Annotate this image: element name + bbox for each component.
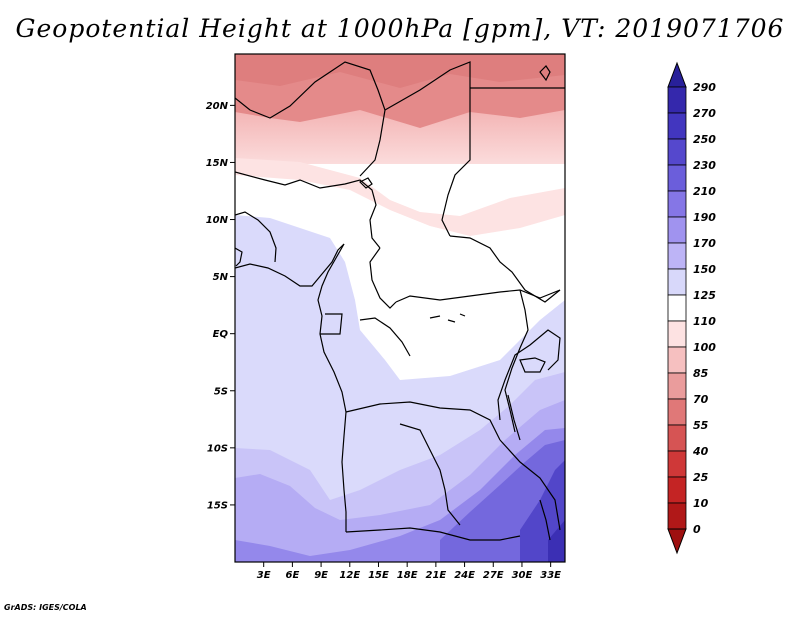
- lat-tick-label: 10S: [207, 443, 228, 454]
- colorbar-swatch: [667, 268, 687, 296]
- lat-tick-label: EQ: [213, 329, 229, 340]
- lon-tick-label: 24E: [454, 570, 475, 581]
- lat-tick-label: 10N: [206, 215, 229, 226]
- lon-tick-label: 9E: [314, 570, 328, 581]
- border-namibia-angola: [345, 527, 521, 541]
- lat-tick-label: 15S: [207, 500, 228, 511]
- lon-tick-label: 6E: [285, 570, 299, 581]
- coastlines-and-borders: [235, 61, 565, 541]
- border-sudan-south: [449, 235, 561, 303]
- colorbar-label: 150: [693, 263, 716, 276]
- border-algeria-niger: [235, 61, 386, 177]
- lakes-great-rift: [497, 329, 561, 421]
- colorbar-swatch: [667, 216, 687, 244]
- lon-tick-label: 18E: [397, 570, 418, 581]
- colorbar-label: 210: [693, 185, 716, 198]
- colorbar-label: 85: [693, 367, 709, 380]
- lake-victoria: [519, 357, 546, 373]
- contour-band-55: [235, 54, 565, 88]
- lon-tick-label: 33E: [540, 570, 561, 581]
- lat-tick-label: 5N: [213, 272, 229, 283]
- lon-tick-label: 30E: [512, 570, 533, 581]
- colorbar-label: 40: [692, 445, 709, 458]
- colorbar-label: 290: [693, 81, 716, 94]
- lake-chad: [358, 177, 373, 189]
- border-angola-drc: [345, 401, 501, 441]
- contour-band-100: [235, 158, 565, 236]
- river-segments: [429, 313, 466, 323]
- border-zambia-angola: [399, 423, 461, 526]
- colorbar-swatch: [667, 424, 687, 452]
- latitude-axis: 20N 15N 10N 5N EQ 5S 10S 15S: [206, 101, 235, 511]
- colorbar-label: 190: [693, 211, 716, 224]
- colorbar-label: 270: [693, 107, 716, 120]
- colorbar-swatch: [667, 190, 687, 218]
- colorbar-label: 25: [693, 471, 709, 484]
- colorbar-swatch: [667, 112, 687, 140]
- colorbar-label: 70: [693, 393, 709, 406]
- chart-title: Geopotential Height at 1000hPa [gpm], VT…: [15, 14, 785, 43]
- colorbar-label: 10: [693, 497, 709, 510]
- colorbar-swatch: [667, 398, 687, 426]
- colorbar: 2902702502302101901701501251101008570554…: [667, 61, 716, 555]
- longitude-axis: 3E 6E 9E 12E 15E 18E 21E 24E 27E 30E 33E: [257, 562, 561, 581]
- colorbar-swatch: [667, 138, 687, 166]
- colorbar-swatch: [667, 346, 687, 374]
- border-drc-east: [504, 289, 529, 433]
- coastline-central-west: [317, 243, 347, 532]
- map-plot-area: [235, 54, 565, 562]
- map-frame: [234, 53, 566, 563]
- lat-tick-label: 15N: [206, 158, 229, 169]
- colorbar-swatch: [667, 164, 687, 192]
- colorbar-swatch: [667, 294, 687, 322]
- border-libya-chad-sudan: [384, 61, 471, 237]
- lon-tick-label: 12E: [339, 570, 360, 581]
- border-gabon: [320, 313, 343, 335]
- colorbar-label: 100: [693, 341, 716, 354]
- colorbar-label: 170: [693, 237, 716, 250]
- colorbar-label: 0: [693, 523, 701, 536]
- colorbar-swatch: [667, 242, 687, 270]
- colorbar-swatch: [667, 502, 687, 530]
- colorbar-label: 110: [693, 315, 716, 328]
- lake-tanganyika: [507, 394, 521, 441]
- colorbar-label: 125: [693, 289, 716, 302]
- border-zambia-malawi: [499, 439, 561, 531]
- colorbar-label: 230: [693, 159, 716, 172]
- colorbar-swatch: [667, 476, 687, 504]
- colorbar-bottom-arrow: [667, 528, 687, 555]
- coastline-sierra-leone: [235, 247, 243, 267]
- lat-tick-label: 5S: [214, 386, 228, 397]
- border-guinea: [235, 211, 277, 263]
- lon-tick-label: 27E: [483, 570, 504, 581]
- colorbar-label: 250: [693, 133, 716, 146]
- colorbar-label: 55: [693, 419, 709, 432]
- coastline-west-africa: [235, 243, 345, 287]
- colorbar-swatch: [667, 372, 687, 400]
- lat-tick-label: 20N: [206, 101, 229, 112]
- border-cameroon-car: [369, 247, 397, 309]
- lake-nasser: [539, 65, 551, 82]
- grads-credit: GrADS: IGES/COLA: [4, 603, 87, 612]
- colorbar-swatch: [667, 320, 687, 348]
- colorbar-swatch: [667, 86, 687, 114]
- lake-malawi: [539, 499, 551, 541]
- border-sahel: [235, 171, 381, 249]
- colorbar-top-arrow: [667, 61, 687, 88]
- lon-tick-label: 21E: [425, 570, 446, 581]
- border-congo: [359, 317, 411, 357]
- lon-tick-label: 15E: [368, 570, 389, 581]
- lon-tick-label: 3E: [257, 570, 271, 581]
- contour-band-250: [548, 520, 565, 562]
- colorbar-swatch: [667, 450, 687, 478]
